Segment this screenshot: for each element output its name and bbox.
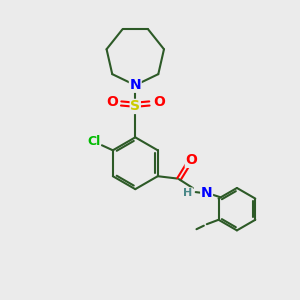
Text: O: O: [106, 95, 118, 109]
Text: Cl: Cl: [87, 135, 100, 148]
Text: O: O: [185, 153, 197, 167]
Text: O: O: [153, 95, 165, 109]
Text: S: S: [130, 99, 140, 113]
Text: N: N: [130, 78, 141, 92]
Text: H: H: [183, 188, 192, 198]
Text: N: N: [201, 186, 212, 200]
